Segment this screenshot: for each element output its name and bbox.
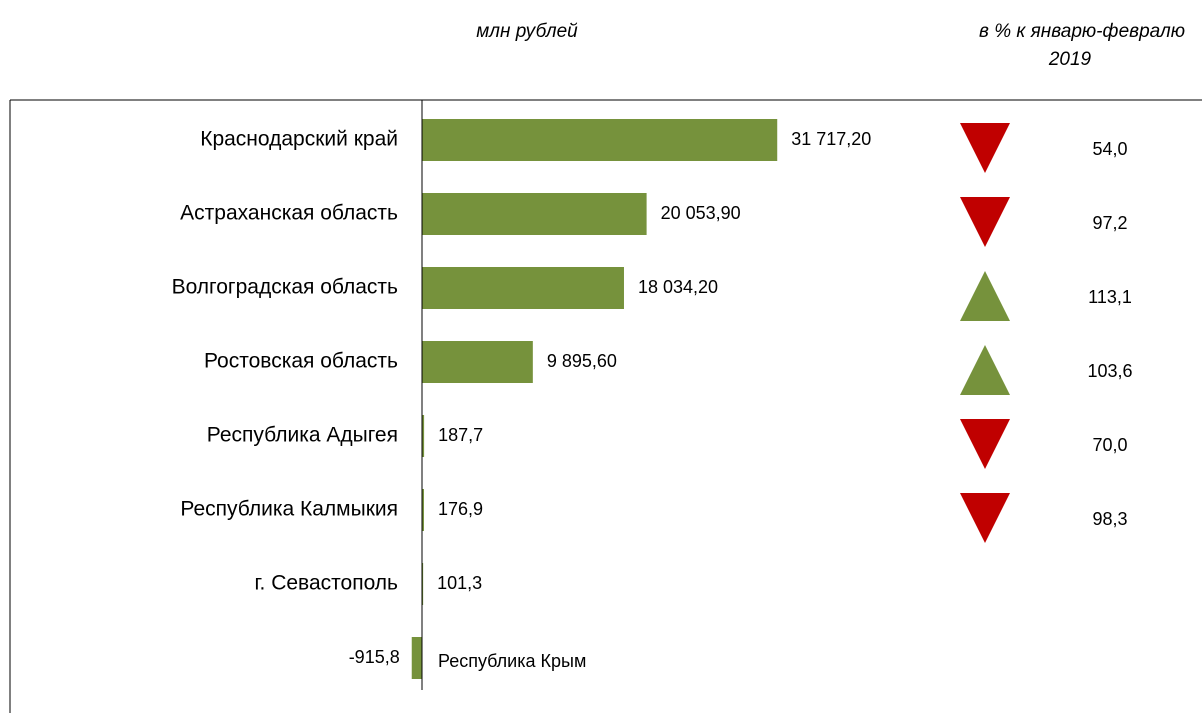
bar (422, 119, 778, 161)
category-label: Республика Калмыкия (180, 498, 398, 521)
category-label: Волгоградская область (172, 276, 398, 299)
axis-label: млн рублей (476, 21, 578, 42)
value-label: 176,9 (438, 499, 483, 519)
category-label: Республика Крым (438, 651, 586, 671)
arrow-down (960, 197, 1010, 247)
value-label: 31 717,20 (791, 129, 871, 149)
arrow-up (960, 345, 1010, 395)
arrow-down (960, 493, 1010, 543)
pct-label: 103,6 (1087, 361, 1132, 381)
pct-label: 98,3 (1092, 509, 1127, 529)
value-label: -915,8 (349, 647, 400, 667)
bar (411, 637, 422, 679)
pct-label: 97,2 (1092, 213, 1127, 233)
category-label: Астраханская область (180, 202, 398, 225)
pct-label: 70,0 (1092, 435, 1127, 455)
bar (422, 341, 533, 383)
arrow-down (960, 419, 1010, 469)
value-label: 101,3 (437, 573, 482, 593)
bar (422, 193, 647, 235)
bar (422, 267, 624, 309)
value-label: 20 053,90 (661, 203, 741, 223)
bar (422, 415, 425, 457)
arrow-up (960, 271, 1010, 321)
pct-label: 54,0 (1092, 139, 1127, 159)
arrow-down (960, 123, 1010, 173)
value-label: 9 895,60 (547, 351, 617, 371)
pct-title: 2019 (1048, 49, 1092, 70)
value-label: 18 034,20 (638, 277, 718, 297)
pct-label: 113,1 (1088, 287, 1132, 307)
pct-title: в % к январю-февралю (979, 21, 1185, 42)
bar (422, 489, 424, 531)
category-label: г. Севастополь (254, 572, 398, 595)
bar (422, 563, 424, 605)
category-label: Республика Адыгея (207, 424, 398, 447)
category-label: Краснодарский край (200, 128, 398, 151)
value-label: 187,7 (438, 425, 483, 445)
category-label: Ростовская область (204, 350, 398, 373)
